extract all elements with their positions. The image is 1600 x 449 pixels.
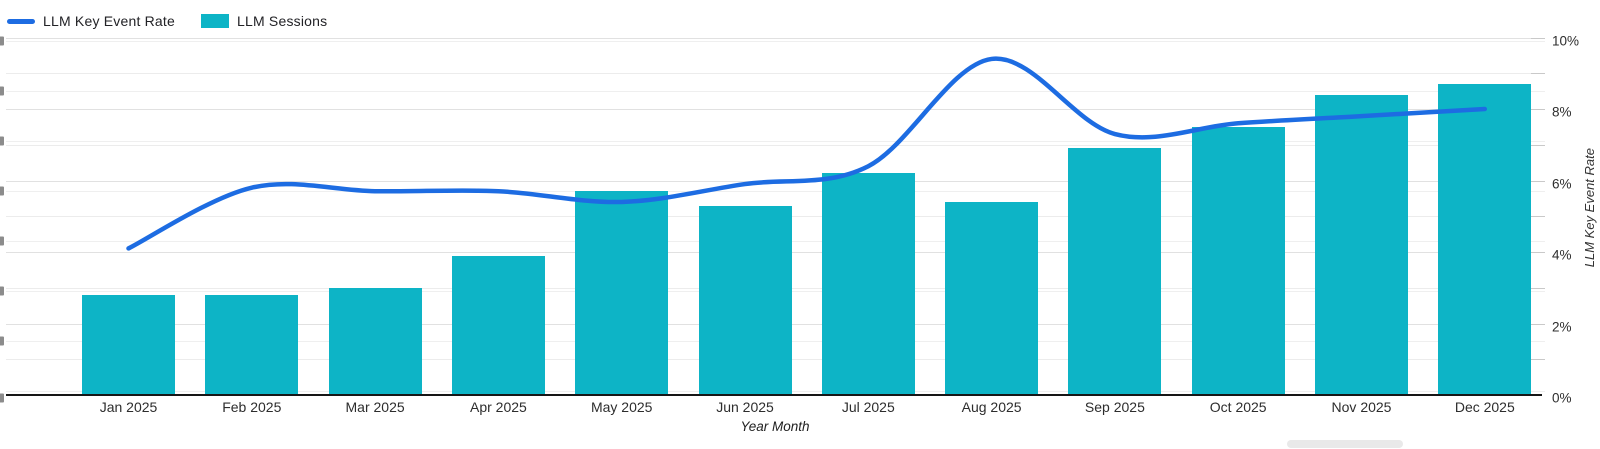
right-axis-tick-mark (1531, 216, 1545, 218)
right-axis-tick-label-6pct: 6% (1552, 176, 1572, 191)
right-axis-tick-label-0pct: 0% (1552, 390, 1572, 406)
bar-jul-2025[interactable] (821, 173, 915, 395)
bar-sep-2025[interactable] (1068, 148, 1162, 395)
gridline-right-8pct (6, 109, 1545, 110)
right-axis-tick-mark (1531, 180, 1545, 182)
left-axis-clipped-label (0, 286, 4, 296)
left-axis-clipped-label (0, 186, 4, 196)
bar-aug-2025[interactable] (945, 201, 1039, 395)
legend-item-llm-key-event-rate[interactable]: LLM Key Event Rate (7, 13, 175, 29)
line-series-swatch (7, 18, 35, 24)
right-axis-tick-mark (1531, 323, 1545, 325)
bar-jun-2025[interactable] (698, 205, 792, 395)
bar-nov-2025[interactable] (1315, 94, 1408, 395)
right-axis-tick-mark (1531, 144, 1545, 146)
bar-apr-2025[interactable] (451, 255, 545, 395)
legend: LLM Key Event Rate LLM Sessions (7, 13, 327, 29)
left-axis-clipped-label (0, 136, 4, 146)
right-axis-title: LLM Key Event Rate (1582, 148, 1597, 268)
x-axis-label-aug-2025: Aug 2025 (961, 399, 1022, 415)
gridline-right-9pct (6, 73, 1545, 75)
bar-dec-2025[interactable] (1438, 83, 1532, 395)
x-axis-label-jul-2025: Jul 2025 (841, 399, 895, 415)
x-axis-line (6, 394, 1542, 396)
x-axis-label-sep-2025: Sep 2025 (1084, 399, 1145, 415)
left-axis-clipped-label (0, 393, 4, 403)
x-axis-label-jan-2025: Jan 2025 (99, 399, 158, 415)
gridline-left-axis (6, 41, 1545, 42)
bar-series-swatch (201, 14, 229, 28)
bar-jan-2025[interactable] (82, 294, 175, 395)
right-axis-tick-label-4pct: 4% (1552, 247, 1572, 263)
right-axis-tick-mark (1531, 252, 1545, 253)
gridline-right-7pct (6, 144, 1545, 146)
event-rate-line[interactable] (126, 56, 1488, 251)
right-axis-tick-mark (1531, 359, 1545, 361)
left-axis-clipped-label (0, 236, 4, 246)
legend-label-llm-sessions: LLM Sessions (237, 13, 328, 29)
right-axis-tick-label-8pct: 8% (1552, 104, 1572, 120)
right-axis-tick-mark (1531, 109, 1545, 110)
x-axis-label-nov-2025: Nov 2025 (1331, 399, 1392, 415)
bar-may-2025[interactable] (575, 191, 669, 395)
left-axis-clipped-label (0, 86, 4, 96)
x-axis-label-feb-2025: Feb 2025 (222, 399, 282, 415)
gridline-right-10pct (6, 37, 1545, 39)
right-axis-tick-mark (1531, 37, 1545, 39)
x-axis-label-dec-2025: Dec 2025 (1454, 399, 1515, 415)
right-axis-tick-mark (1531, 73, 1545, 75)
right-axis-tick-label-2pct: 2% (1552, 319, 1572, 334)
legend-item-llm-sessions[interactable]: LLM Sessions (201, 13, 327, 29)
x-axis-label-may-2025: May 2025 (590, 399, 653, 415)
left-axis-clipped-label (0, 336, 4, 346)
bar-oct-2025[interactable] (1191, 126, 1285, 395)
x-axis-label-oct-2025: Oct 2025 (1209, 399, 1267, 415)
gridline-left-axis (6, 91, 1545, 92)
gridline-left-axis (6, 191, 1545, 192)
x-axis-label-mar-2025: Mar 2025 (345, 399, 405, 415)
bar-mar-2025[interactable] (328, 287, 422, 395)
legend-label-llm-key-event-rate: LLM Key Event Rate (43, 13, 175, 29)
left-axis-clipped-label (0, 36, 4, 46)
x-axis-label-jun-2025: Jun 2025 (716, 399, 774, 415)
x-axis-title: Year Month (740, 419, 810, 434)
scrollbar-thumb[interactable] (1287, 440, 1403, 448)
x-axis-label-apr-2025: Apr 2025 (469, 399, 527, 415)
right-axis-tick-label-10pct: 10% (1552, 33, 1580, 48)
bar-feb-2025[interactable] (205, 294, 299, 395)
right-axis-tick-mark (1531, 287, 1545, 289)
gridline-left-axis (6, 141, 1545, 142)
